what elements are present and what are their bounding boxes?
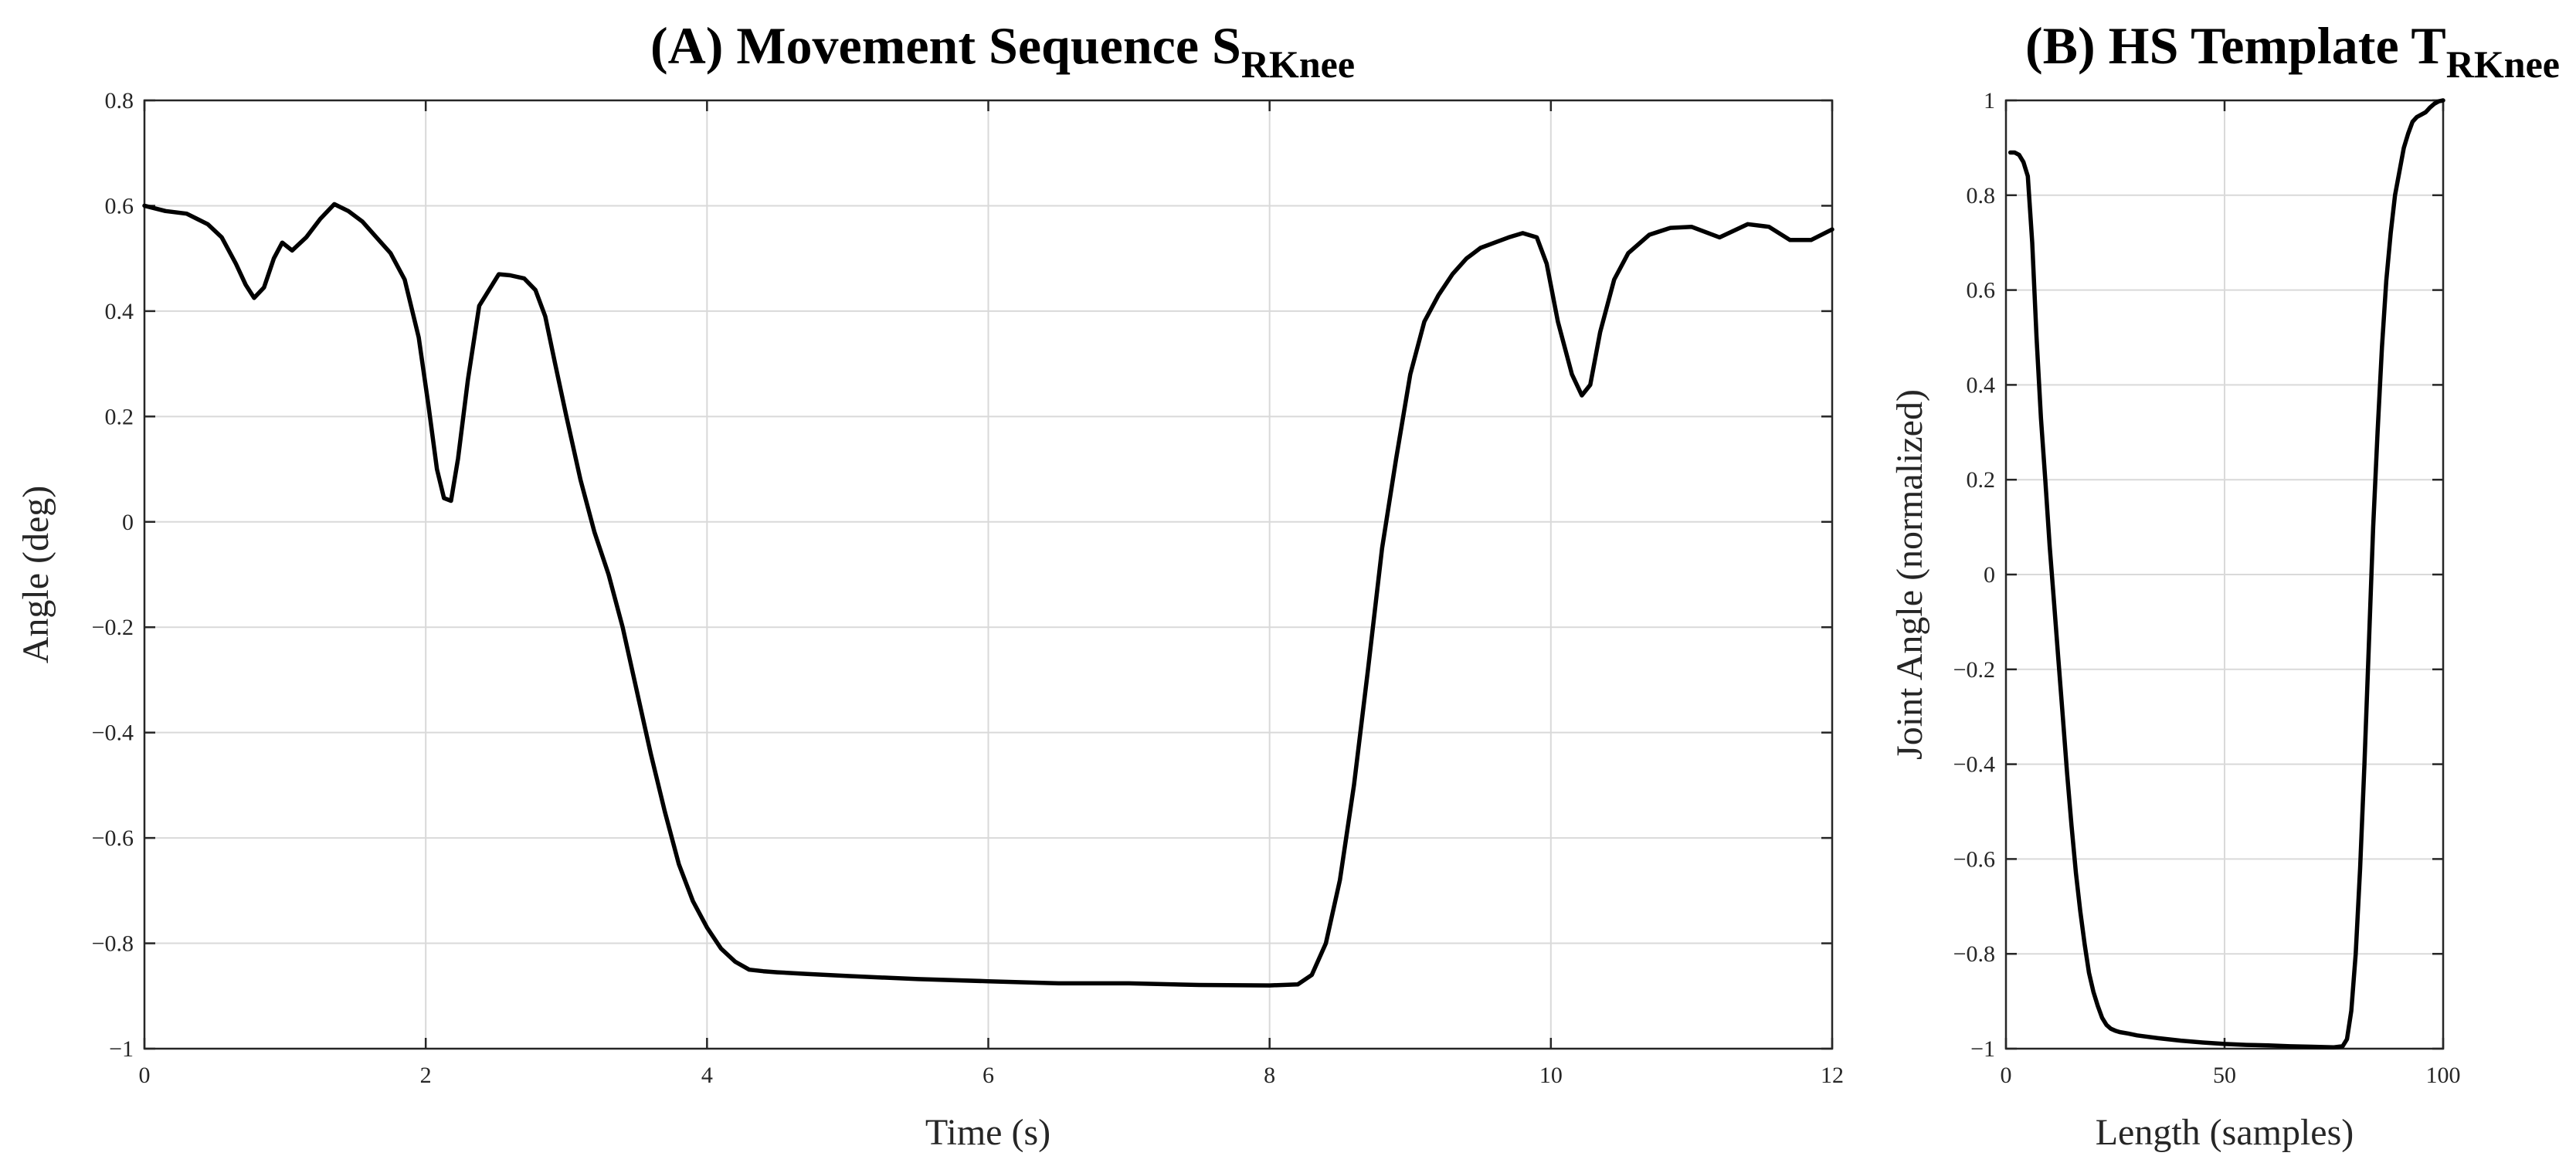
chart-a-x-tick-label: 12 — [1821, 1063, 1844, 1088]
chart-a-y-tick-label: 0.2 — [105, 404, 134, 429]
chart-b-y-tick-label: −0.4 — [1953, 752, 1995, 778]
chart-b-y-tick-label: 1 — [1984, 88, 1995, 114]
chart-a-series-line — [142, 202, 1834, 988]
chart-a-x-axis-title: Time (s) — [925, 1112, 1050, 1153]
chart-b-y-tick-label: 0.2 — [1967, 467, 1996, 493]
chart-b-y-tick-label: −0.8 — [1953, 941, 1995, 967]
chart-b-x-axis-title: Length (samples) — [2096, 1112, 2354, 1153]
chart-b-y-tick-label: −0.2 — [1953, 657, 1995, 683]
chart-panel-b: (B) HS Template TRKnee 0 50 100 −1 −0.8 −0.6 −… — [1889, 16, 2560, 1153]
chart-a-y-tick-label: 0.6 — [105, 193, 134, 219]
chart-a-y-axis-title: Angle (deg) — [15, 486, 56, 664]
chart-b-title-main: (B) HS Template T — [2025, 16, 2446, 75]
chart-b-title: (B) HS Template TRKnee — [2025, 16, 2560, 86]
chart-b-x-tick-label: 50 — [2213, 1063, 2236, 1088]
chart-a-x-tick-label: 4 — [701, 1063, 713, 1088]
chart-a-x-tick-label: 8 — [1264, 1063, 1275, 1088]
chart-b-y-tick-label: 0.4 — [1967, 372, 1996, 398]
chart-a-y-tick-label: 0.4 — [105, 299, 134, 324]
chart-b-y-tick-label: 0.6 — [1967, 278, 1996, 303]
chart-b-title-subscript: RKnee — [2446, 42, 2560, 86]
chart-a-y-tick-label: −0.4 — [92, 720, 134, 746]
chart-a-x-tick-label: 10 — [1539, 1063, 1563, 1088]
chart-a-x-tick-label: 2 — [420, 1063, 432, 1088]
chart-b-y-tick-label: −1 — [1970, 1036, 1995, 1062]
chart-b-y-tick-label: −0.6 — [1953, 846, 1995, 872]
chart-b-y-axis-title: Joint Angle (normalized) — [1889, 389, 1930, 760]
chart-a-y-tick-label: −0.6 — [92, 826, 134, 851]
chart-b-x-tick-label: 0 — [2001, 1063, 2012, 1088]
chart-a-y-tick-label: −0.2 — [92, 615, 134, 640]
chart-a-title-subscript: RKnee — [1241, 42, 1355, 86]
chart-a-series-group — [142, 202, 1834, 988]
chart-b-ticks: 0 50 100 −1 −0.8 −0.6 −0.4 −0.2 0 0.2 0.4 0.6 0.8 1 — [1953, 88, 2461, 1088]
chart-panel-a: (A) Movement Sequence SRKnee 0 2 4 6 8 10 12 −1… — [15, 16, 1844, 1153]
chart-a-ticks: 0 2 4 6 8 10 12 −1 −0.8 −0.6 −0.4 −0.2 0 0.2 0.4 0.6 0.8 — [92, 88, 1844, 1088]
chart-a-y-tick-label: 0.8 — [105, 88, 134, 114]
chart-b-x-tick-label: 100 — [2426, 1063, 2461, 1088]
chart-b-series-line — [2008, 98, 2445, 1049]
chart-a-title: (A) Movement Sequence SRKnee — [650, 16, 1355, 86]
chart-b-y-tick-label: 0 — [1984, 562, 1995, 588]
chart-b-y-tick-label: 0.8 — [1967, 183, 1996, 208]
chart-a-title-main: (A) Movement Sequence S — [650, 16, 1241, 75]
chart-a-x-tick-label: 6 — [983, 1063, 994, 1088]
chart-a-y-tick-label: −1 — [109, 1036, 134, 1062]
chart-a-x-tick-label: 0 — [139, 1063, 151, 1088]
chart-a-y-tick-label: −0.8 — [92, 931, 134, 957]
chart-a-y-tick-label: 0 — [122, 510, 134, 535]
chart-b-series-group — [2008, 98, 2445, 1049]
